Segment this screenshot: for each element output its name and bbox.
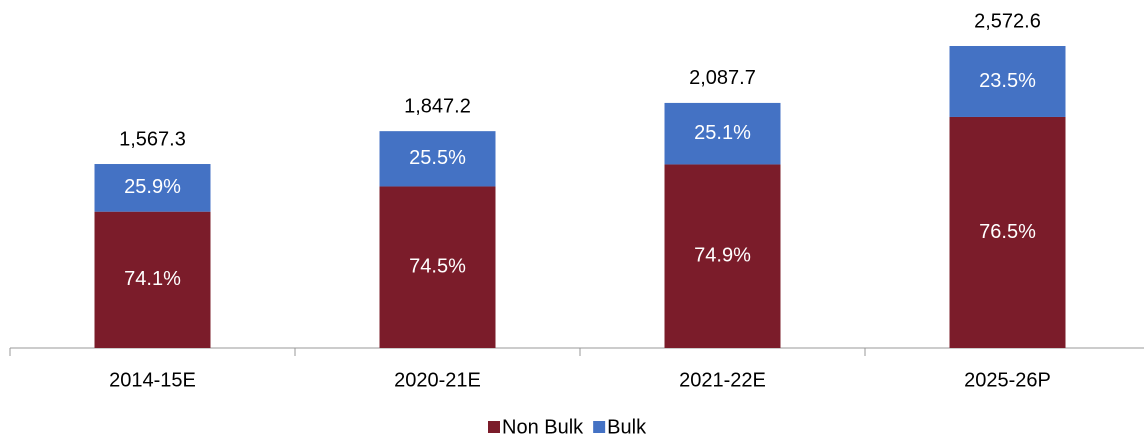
legend-swatch [593,421,606,433]
segment-label: 74.1% [124,268,181,290]
total-label: 2,572.6 [974,10,1041,32]
bar-segment [379,131,496,187]
x-tick-label: 2014-15E [109,369,196,391]
total-label: 1,567.3 [119,128,186,150]
bar-segment [949,46,1066,117]
segment-label: 76.5% [979,221,1036,243]
legend-swatch [488,421,500,433]
segment-label: 25.9% [124,176,181,198]
x-tick-label: 2020-21E [394,369,481,391]
x-tick-label: 2021-22E [679,369,766,391]
legend-label: Bulk [607,416,647,438]
bar-segment [664,164,781,348]
legend-label: Non Bulk [502,416,584,438]
total-label: 1,847.2 [404,95,471,117]
bar-segment [664,102,781,165]
total-label: 2,087.7 [689,67,756,89]
bar-segment [949,116,1066,348]
bar-segment [379,186,496,348]
segment-label: 74.9% [694,244,751,266]
bar-segment [94,211,211,348]
segment-label: 74.5% [409,256,466,278]
x-tick-label: 2025-26P [964,369,1051,391]
segment-label: 25.5% [409,147,466,169]
segment-label: 23.5% [979,70,1036,92]
segment-label: 25.1% [694,122,751,144]
bar-segment [94,164,211,212]
